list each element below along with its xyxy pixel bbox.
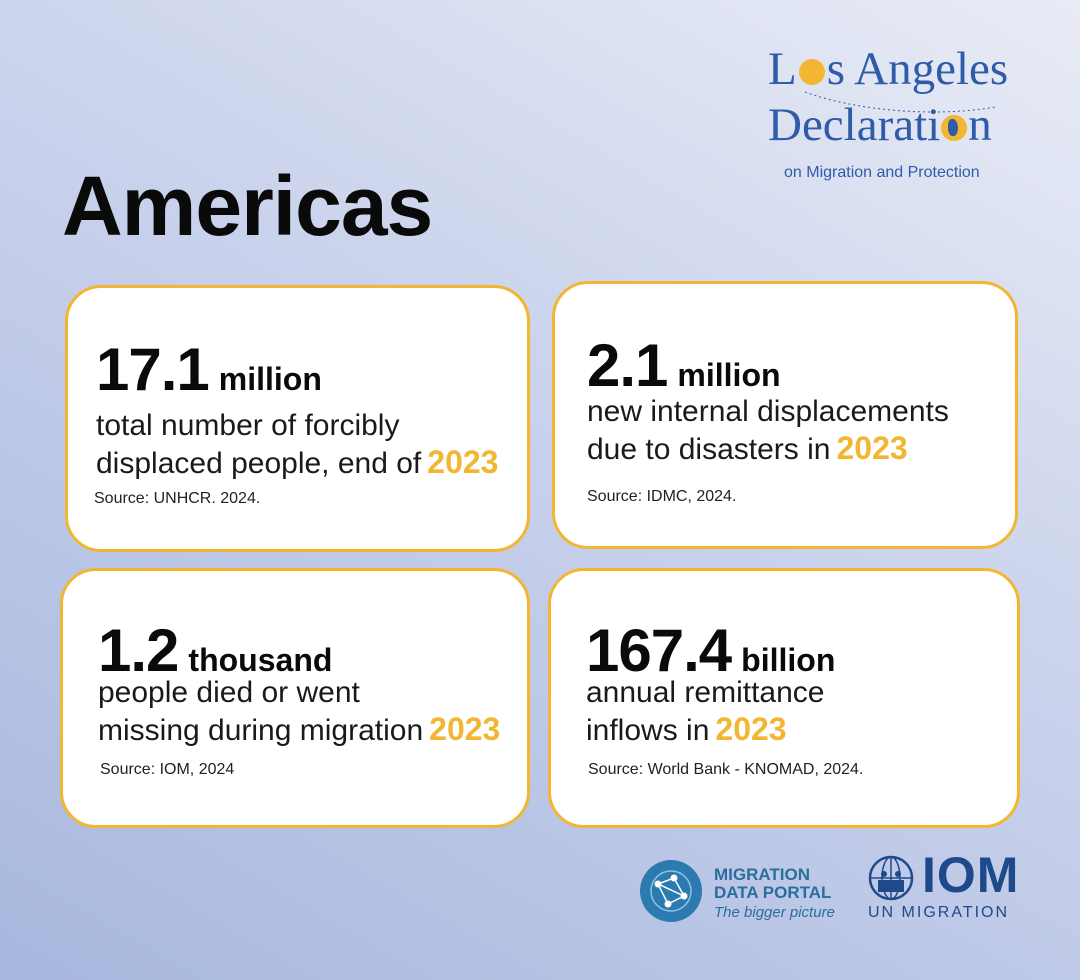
- stat-source: Source: World Bank - KNOMAD, 2024.: [588, 761, 864, 778]
- stat-card-remittances: 167.4 billion annual remittance inflows i…: [548, 568, 1020, 828]
- stat-number: 167.4: [586, 617, 732, 684]
- stat-description: people died or went missing during migra…: [98, 675, 500, 749]
- mdp-tagline: The bigger picture: [714, 904, 835, 921]
- stat-description-text: displaced people, end of: [96, 447, 422, 480]
- stat-year: 2023: [427, 444, 499, 480]
- stat-description: annual remittance inflows in 2023: [586, 675, 824, 749]
- stat-figure: 1.2 thousand: [98, 621, 332, 681]
- sun-dot-icon: [798, 59, 825, 85]
- stat-figure: 2.1 million: [587, 336, 781, 396]
- globe-icon: [941, 115, 968, 141]
- stat-number: 17.1: [96, 336, 210, 403]
- stat-unit: million: [218, 361, 322, 397]
- dotted-path-decoration: [804, 91, 996, 113]
- stat-description-text: missing during migration: [98, 714, 424, 747]
- iom-wordmark: IOM: [922, 847, 1020, 903]
- iom-subtitle: UN MIGRATION: [868, 904, 1010, 921]
- stat-figure: 17.1 million: [96, 340, 322, 400]
- stat-card-deaths-missing: 1.2 thousand people died or went missing …: [60, 568, 530, 828]
- iom-logo: IOM UN MIGRATION: [866, 850, 1041, 924]
- stat-description: total number of forcibly displaced peopl…: [96, 408, 498, 482]
- stat-description-line-2: missing during migration 2023: [98, 711, 500, 749]
- stat-description-line-1: annual remittance: [586, 676, 825, 709]
- stat-description-line-1: total number of forcibly: [96, 409, 400, 442]
- logo-text-declarati: Declarati: [768, 99, 941, 151]
- stat-number: 1.2: [98, 617, 179, 684]
- stat-card-forcibly-displaced: 17.1 million total number of forcibly dis…: [65, 285, 530, 552]
- stat-description-line-2: displaced people, end of 2023: [96, 444, 498, 482]
- stat-description-text: inflows in: [586, 714, 710, 747]
- stat-year: 2023: [836, 430, 908, 466]
- stat-source: Source: UNHCR. 2024.: [94, 490, 261, 507]
- network-nodes-icon: [650, 870, 692, 912]
- stat-unit: billion: [741, 642, 836, 678]
- page-title: Americas: [62, 159, 433, 253]
- stat-figure: 167.4 billion: [586, 621, 835, 681]
- stat-year: 2023: [429, 711, 501, 747]
- stat-number: 2.1: [587, 332, 668, 399]
- stat-year: 2023: [715, 711, 787, 747]
- stat-card-internal-displacements: 2.1 million new internal displacements du…: [552, 281, 1018, 549]
- logo-subtitle: on Migration and Protection: [784, 164, 980, 181]
- stat-description-line-1: people died or went: [98, 676, 360, 709]
- stat-source: Source: IOM, 2024: [100, 761, 235, 778]
- logo-line-2: Declarati n: [768, 102, 992, 149]
- mdp-title-line-1: MIGRATION: [714, 865, 811, 884]
- stat-description-line-2: due to disasters in 2023: [587, 430, 949, 468]
- stat-description-line-1: new internal displacements: [587, 395, 949, 428]
- stat-description-text: due to disasters in: [587, 433, 831, 466]
- migration-data-portal-logo: MIGRATION DATA PORTAL The bigger picture: [640, 860, 840, 924]
- stat-unit: million: [677, 357, 781, 393]
- mdp-title: MIGRATION DATA PORTAL: [714, 866, 831, 902]
- stat-source: Source: IDMC, 2024.: [587, 488, 737, 505]
- mdp-title-line-2: DATA PORTAL: [714, 883, 832, 902]
- iom-globe-emblem-icon: [868, 855, 914, 901]
- stat-description: new internal displacements due to disast…: [587, 394, 949, 468]
- network-globe-icon: [640, 860, 702, 922]
- logo-text-n: n: [968, 99, 992, 151]
- logo-text-angeles: s Angeles: [826, 43, 1009, 95]
- logo-text-l: L: [768, 43, 797, 95]
- stat-description-line-2: inflows in 2023: [586, 711, 824, 749]
- stat-unit: thousand: [188, 642, 333, 678]
